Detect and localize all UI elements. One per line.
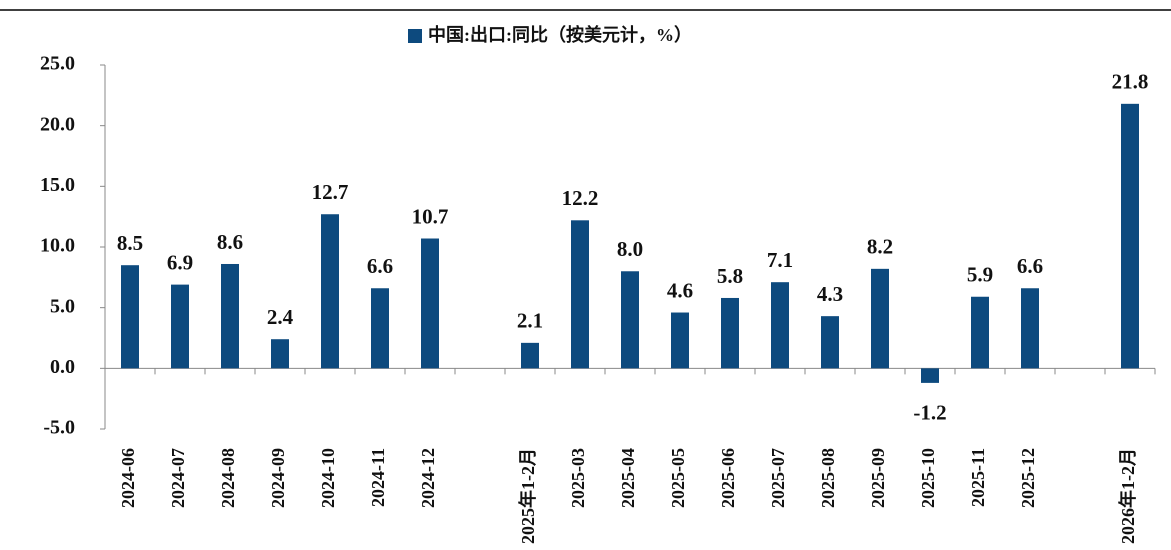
y-tick-label: 10.0 — [40, 235, 75, 257]
bar — [221, 263, 239, 369]
value-label: 12.7 — [312, 180, 349, 204]
value-label: 8.5 — [117, 231, 143, 255]
bar — [621, 271, 639, 369]
value-label: 4.6 — [667, 278, 693, 302]
value-label: 6.6 — [367, 254, 393, 278]
bar — [421, 238, 439, 369]
value-label: 4.3 — [817, 282, 843, 306]
x-tick-label: 2024-06 — [118, 448, 138, 508]
value-label: 5.8 — [717, 264, 743, 288]
value-label: 8.0 — [617, 237, 643, 261]
bar — [571, 220, 589, 369]
x-tick-label: 2025-05 — [668, 448, 688, 508]
x-tick-label: 2025-08 — [818, 448, 838, 508]
legend-label: 中国:出口:同比（按美元计，%） — [428, 24, 692, 45]
x-tick-label: 2024-08 — [218, 448, 238, 508]
bar — [371, 288, 389, 369]
bar — [971, 296, 989, 369]
value-label: 6.6 — [1017, 254, 1043, 278]
bar — [1121, 103, 1139, 369]
x-tick-label: 2026年1-2月 — [1117, 448, 1138, 544]
bar — [121, 265, 139, 369]
value-label: 8.2 — [867, 235, 893, 259]
x-tick-label: 2025年1-2月 — [517, 448, 538, 544]
bar — [321, 214, 339, 369]
x-tick-label: 2025-06 — [718, 448, 738, 508]
bar — [521, 342, 539, 369]
bar — [671, 312, 689, 369]
bar — [821, 316, 839, 369]
value-label: 8.6 — [217, 230, 243, 254]
x-tick-label: 2025-04 — [618, 448, 638, 508]
bar — [271, 339, 289, 369]
x-tick-label: 2024-10 — [318, 448, 338, 508]
value-label: 12.2 — [562, 186, 599, 210]
x-tick-label: 2025-12 — [1018, 448, 1038, 508]
x-tick-label: 2025-07 — [768, 448, 788, 508]
bar — [1021, 288, 1039, 369]
value-label: 5.9 — [967, 263, 993, 287]
value-label: 7.1 — [767, 248, 793, 272]
x-tick-label: 2025-09 — [868, 448, 888, 508]
bar — [871, 268, 889, 369]
value-label: 6.9 — [167, 250, 193, 274]
bar — [771, 282, 789, 369]
x-tick-label: 2024-12 — [418, 448, 438, 508]
value-label: 2.4 — [267, 305, 294, 329]
y-tick-label: 5.0 — [50, 295, 75, 317]
y-tick-label: -5.0 — [43, 417, 75, 439]
x-tick-label: 2024-07 — [168, 448, 188, 508]
bar — [171, 284, 189, 369]
legend-swatch — [408, 29, 422, 43]
x-tick-label: 2025-10 — [918, 448, 938, 508]
x-tick-label: 2025-03 — [568, 448, 588, 508]
value-label: 21.8 — [1112, 70, 1149, 94]
y-tick-label: 0.0 — [50, 356, 75, 378]
value-label: 2.1 — [517, 309, 543, 333]
x-tick-label: 2024-09 — [268, 448, 288, 508]
y-tick-label: 15.0 — [40, 174, 75, 196]
x-tick-label: 2025-11 — [968, 448, 988, 507]
value-label: 10.7 — [412, 204, 449, 228]
bar — [921, 368, 939, 383]
bar — [721, 297, 739, 369]
y-tick-label: 25.0 — [40, 53, 75, 75]
x-tick-label: 2024-11 — [368, 448, 388, 507]
value-label: -1.2 — [913, 401, 946, 425]
y-tick-label: 20.0 — [40, 113, 75, 135]
